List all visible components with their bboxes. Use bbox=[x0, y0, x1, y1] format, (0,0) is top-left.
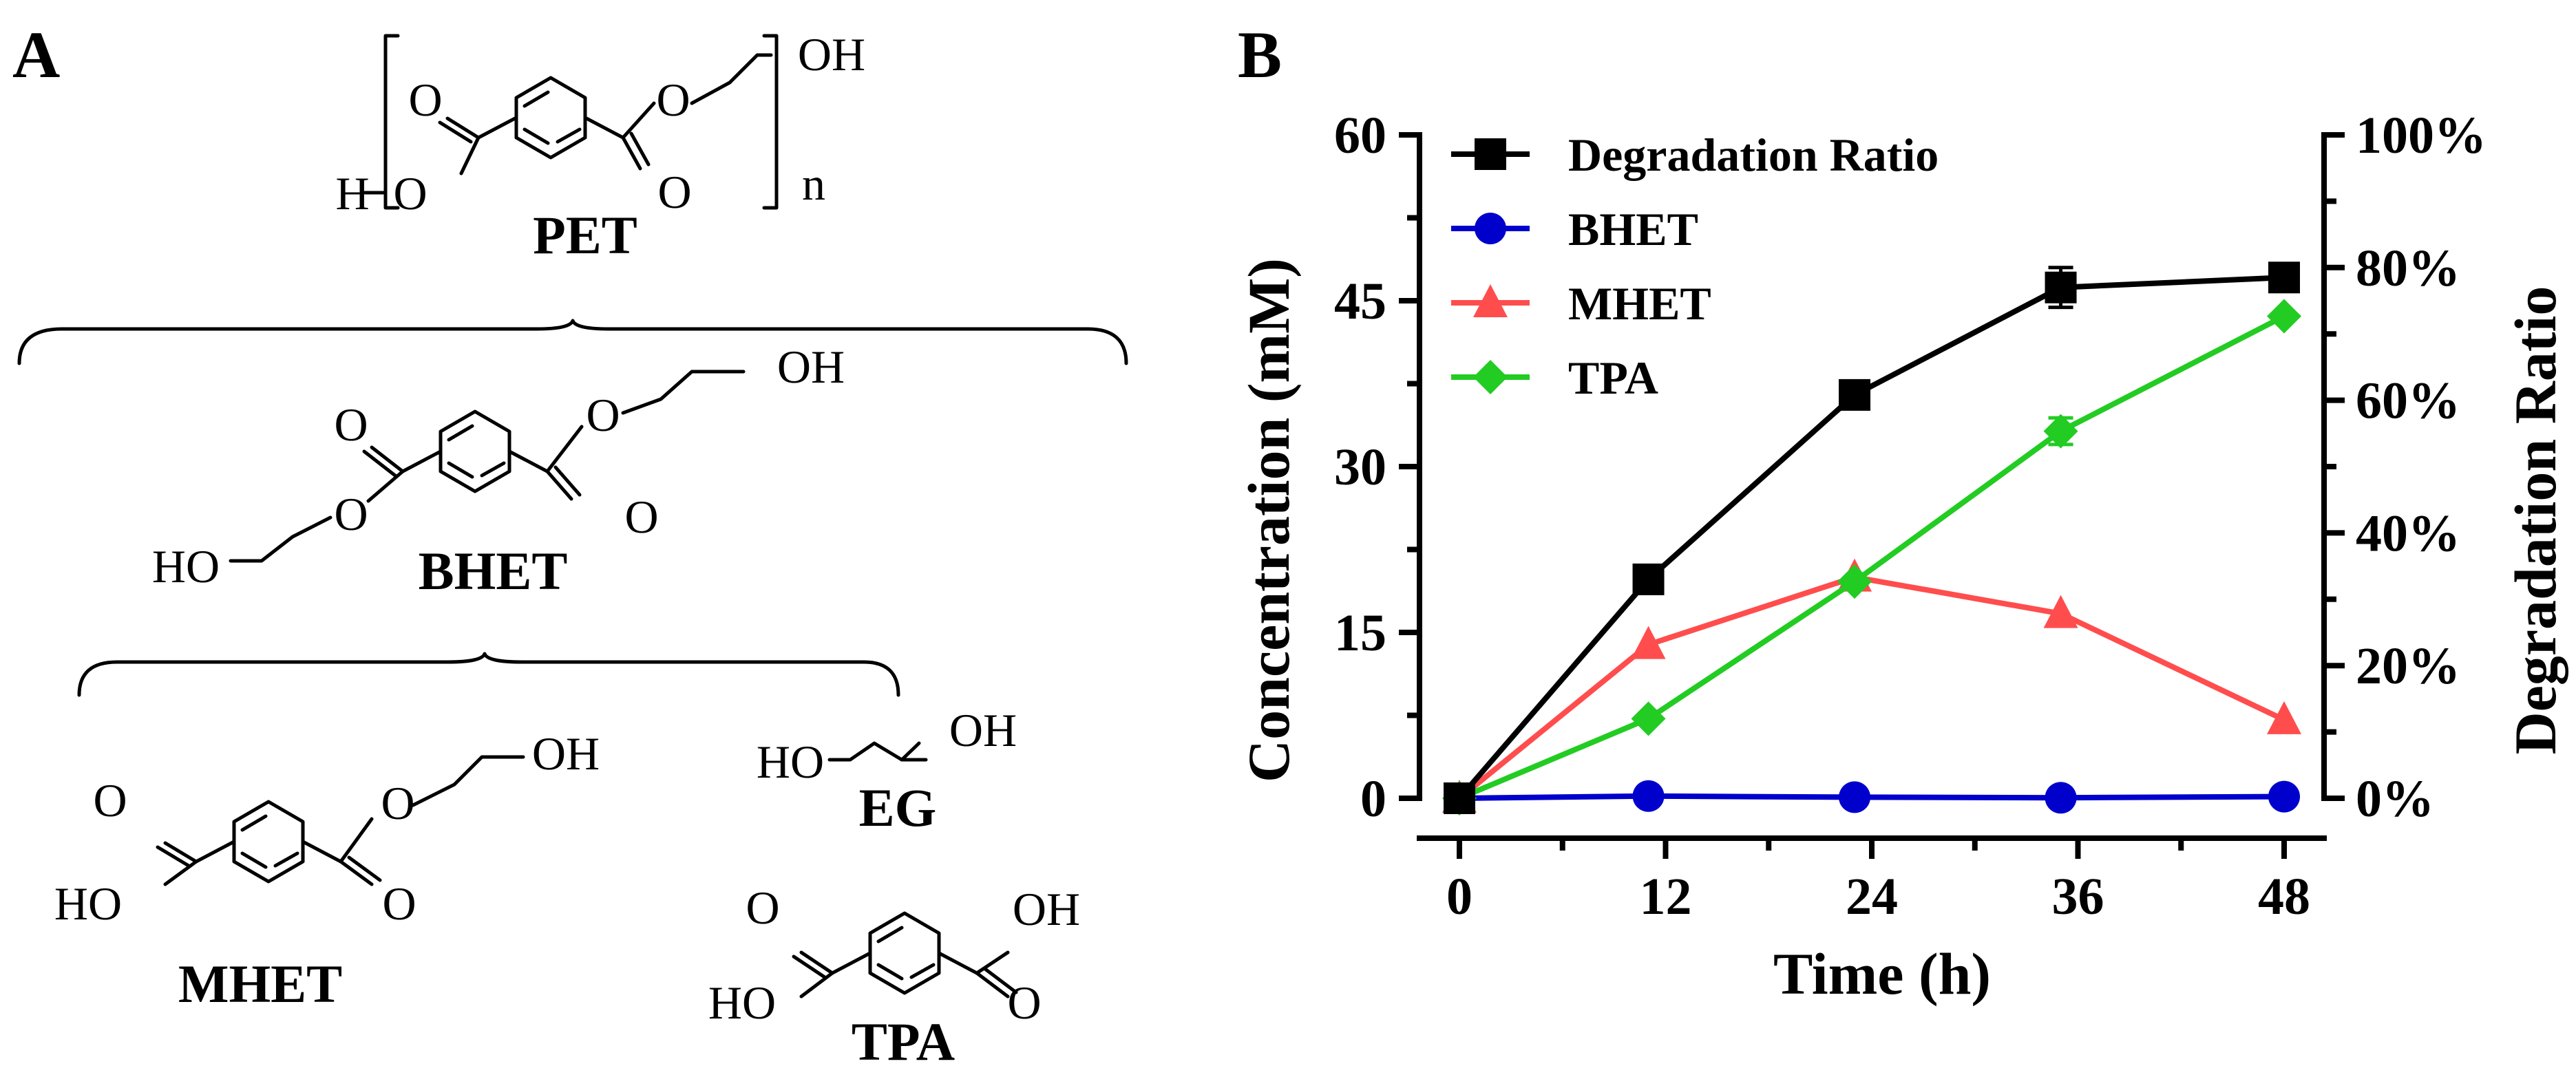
legend-item-bhet: BHET bbox=[1451, 203, 1698, 255]
eg-ho: HO bbox=[757, 736, 824, 788]
bhet-structure bbox=[229, 370, 746, 563]
legend-label: BHET bbox=[1568, 203, 1698, 255]
y2-tick-label: 20% bbox=[2356, 637, 2460, 695]
y-axis-title: Concentration (mM) bbox=[1236, 258, 1302, 782]
y-tick-label: 0 bbox=[1360, 770, 1386, 828]
pet-oh: OH bbox=[798, 28, 865, 81]
tpa-point bbox=[1631, 701, 1666, 736]
bhet-point bbox=[2045, 782, 2077, 814]
arrow-right bbox=[609, 802, 658, 855]
tpa-o-right: O bbox=[1007, 977, 1041, 1029]
eg-structure bbox=[827, 741, 928, 762]
chart-axes bbox=[1399, 132, 2345, 859]
y2-tick-label: 0% bbox=[2356, 770, 2434, 828]
eg-label: EG bbox=[859, 778, 937, 838]
series-layer bbox=[1442, 262, 2301, 815]
series-degradation-ratio bbox=[1444, 262, 2300, 814]
bhet-point bbox=[2268, 780, 2300, 813]
degradation-chart: 0 15 30 45 60 0% 20% 40% 60% 80% 100% 0 12 24 36 48 Deg… bbox=[1236, 107, 2568, 1007]
reaction-scheme: O O H O O OH n PET O O O bbox=[17, 28, 1128, 1071]
degradation-ratio-point bbox=[1632, 563, 1665, 595]
degradation-ratio-point bbox=[1839, 378, 1871, 411]
pet-o-hydroxyl-left: O bbox=[393, 167, 427, 220]
x-axis-title: Time (h) bbox=[1773, 941, 1991, 1007]
pet-h: H bbox=[335, 167, 369, 220]
tpa-label: TPA bbox=[852, 1012, 955, 1071]
tpa-oh: OH bbox=[1013, 883, 1080, 935]
bhet-o-ester-left: O bbox=[334, 488, 368, 540]
bhet-ho: HO bbox=[152, 540, 220, 593]
y2-axis-title: Degradation Ratio bbox=[2502, 286, 2568, 755]
legend-item-mhet: MHET bbox=[1451, 277, 1711, 330]
mhet-o-carbonyl-right: O bbox=[382, 877, 416, 930]
series-mhet bbox=[1442, 558, 2301, 813]
y-tick-label: 60 bbox=[1334, 107, 1386, 164]
legend-swatch-marker bbox=[1473, 360, 1508, 394]
bhet-point bbox=[1632, 780, 1665, 812]
mhet-oh: OH bbox=[532, 727, 600, 780]
pet-o-carbonyl-left: O bbox=[408, 74, 442, 126]
bhet-line bbox=[1459, 793, 2285, 801]
bhet-point bbox=[1839, 781, 1871, 813]
mhet-label: MHET bbox=[178, 954, 342, 1014]
mhet-structure bbox=[156, 755, 525, 886]
degradation-ratio-point bbox=[1444, 782, 1475, 814]
mhet-line bbox=[1457, 574, 2285, 801]
mhet-point bbox=[1631, 626, 1666, 659]
bhet-o-ester-right: O bbox=[586, 389, 620, 441]
pet-o-ester: O bbox=[656, 74, 690, 126]
y2-tick-label: 40% bbox=[2356, 504, 2460, 562]
eg-oh: OH bbox=[949, 704, 1017, 756]
tick-labels: 0 15 30 45 60 0% 20% 40% 60% 80% 100% 0 12 24 36 48 bbox=[1334, 107, 2487, 926]
mhet-ho: HO bbox=[54, 877, 122, 930]
bhet-oh: OH bbox=[777, 341, 845, 393]
y-tick-label: 15 bbox=[1334, 604, 1386, 662]
mhet-point bbox=[2267, 701, 2301, 734]
legend-swatch-marker bbox=[1475, 213, 1506, 244]
mhet-point bbox=[2043, 595, 2078, 628]
degradation-ratio-point bbox=[2268, 262, 2300, 294]
legend-item-degradation-ratio: Degradation Ratio bbox=[1451, 129, 1939, 181]
x-tick-label: 36 bbox=[2052, 868, 2104, 926]
x-tick-label: 24 bbox=[1846, 868, 1898, 926]
tpa-point bbox=[2043, 414, 2078, 449]
mhet-o-carbonyl: O bbox=[93, 774, 127, 826]
brace-2 bbox=[77, 652, 900, 697]
legend-item-tpa: TPA bbox=[1451, 352, 1658, 404]
legend-label: MHET bbox=[1568, 277, 1711, 330]
x-tick-label: 48 bbox=[2258, 868, 2310, 926]
tpa-point bbox=[2267, 299, 2301, 334]
pet-structure bbox=[363, 34, 779, 210]
bhet-o-carbonyl-left: O bbox=[334, 398, 368, 451]
y-tick-label: 45 bbox=[1334, 273, 1386, 330]
legend-label: Degradation Ratio bbox=[1568, 129, 1939, 181]
legend-swatch-marker bbox=[1475, 138, 1506, 170]
panel-b-label: B bbox=[1238, 18, 1282, 92]
bhet-o-carbonyl-right: O bbox=[624, 491, 658, 543]
legend: Degradation Ratio BHET MHET TPA bbox=[1451, 129, 1939, 404]
degradation-ratio-point bbox=[2045, 271, 2077, 303]
tpa-structure bbox=[792, 911, 1018, 999]
tpa-ho: HO bbox=[708, 977, 776, 1029]
bhet-label: BHET bbox=[419, 541, 568, 601]
mhet-o-ester: O bbox=[381, 777, 414, 829]
y2-tick-label: 60% bbox=[2356, 372, 2460, 430]
brace-1 bbox=[17, 319, 1128, 365]
pet-o-carbonyl-right: O bbox=[657, 166, 691, 218]
series-bhet bbox=[1444, 780, 2300, 814]
panel-a-label: A bbox=[12, 18, 60, 92]
legend-label: TPA bbox=[1568, 352, 1658, 404]
pet-label: PET bbox=[533, 205, 637, 265]
x-tick-label: 0 bbox=[1446, 868, 1472, 926]
x-tick-label: 12 bbox=[1640, 868, 1692, 926]
y-tick-label: 30 bbox=[1334, 438, 1386, 496]
y2-tick-label: 80% bbox=[2356, 239, 2460, 297]
pet-repeat-n: n bbox=[802, 158, 825, 210]
tpa-point bbox=[1837, 564, 1872, 599]
legend-swatch-marker bbox=[1473, 284, 1508, 317]
tpa-o-left: O bbox=[746, 882, 779, 934]
y2-tick-label: 100% bbox=[2356, 107, 2487, 164]
